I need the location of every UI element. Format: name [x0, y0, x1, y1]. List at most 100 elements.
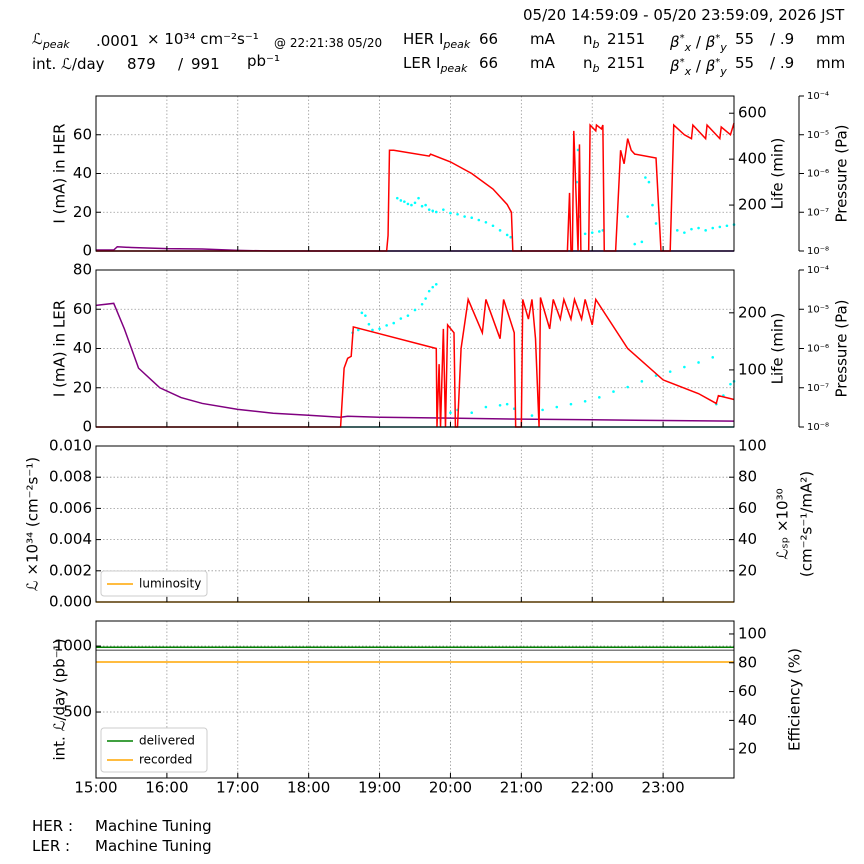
current: 66 [479, 30, 498, 48]
int-lum-value: 879 [127, 55, 156, 73]
bunch-count: 2151 [607, 54, 645, 72]
beta: β [705, 57, 716, 75]
data-point [406, 314, 410, 317]
superscript: * [715, 57, 721, 68]
y2-axis-label: Life (min) [769, 138, 787, 210]
data-point [356, 328, 360, 332]
y-tick-label: 0.006 [49, 499, 92, 517]
nb-label: n [583, 54, 593, 72]
data-point [612, 390, 615, 393]
x-tick-label: 21:00 [500, 779, 543, 797]
data-point [378, 327, 381, 331]
data-point [385, 324, 388, 327]
data-point [367, 322, 371, 326]
data-point [541, 408, 544, 412]
legend-label: recorded [139, 753, 192, 767]
y3-tick-label: 10⁻⁴ [807, 91, 829, 102]
y-tick-label: 20 [73, 203, 92, 221]
ring-current-label: HER Ipeak [403, 30, 470, 54]
data-point [683, 231, 686, 234]
status-state: Machine Tuning [95, 817, 212, 835]
y-axis-label: I (mA) in LER [51, 300, 69, 397]
legend-label: luminosity [139, 577, 201, 591]
data-point [449, 411, 452, 415]
data-point [413, 308, 417, 312]
y2-tick-label: 600 [738, 104, 767, 122]
superscript: * [679, 57, 685, 68]
subscript: x [684, 41, 692, 54]
y3-tick-label: 10⁻⁵ [807, 304, 829, 315]
beta-unit: mm [816, 54, 845, 72]
beta-y: / .9 [770, 54, 794, 72]
superscript: * [715, 33, 721, 44]
y-tick-label: 40 [73, 164, 92, 182]
y2-tick-label: 100 [738, 624, 767, 642]
data-point [399, 317, 403, 320]
symbol: ℒ [32, 30, 43, 48]
data-point [399, 199, 403, 202]
data-point [505, 233, 509, 237]
data-point [406, 202, 410, 206]
x-tick-label: 19:00 [358, 779, 401, 797]
legend-box [100, 727, 208, 773]
lum-unit: × 10³⁴ cm⁻²s⁻¹ [147, 30, 259, 48]
y2-axis-label: (cm⁻²s⁻¹/mA²) [798, 471, 816, 577]
y3-tick-label: 10⁻⁸ [807, 422, 829, 433]
data-point [704, 229, 707, 232]
data-point [569, 402, 573, 406]
current: 66 [479, 54, 498, 72]
beta-value: 55 [735, 54, 755, 72]
separator: / [695, 57, 701, 75]
y3-tick-label: 10⁻⁴ [807, 265, 829, 276]
data-point [424, 297, 427, 300]
superscript: * [679, 33, 685, 44]
y3-tick-label: 10⁻⁷ [807, 207, 829, 218]
data-point [697, 361, 700, 364]
y2-tick-label: 200 [738, 196, 767, 214]
beta-label: β*x / β*y [670, 54, 727, 81]
data-point [420, 302, 424, 306]
y-tick-label: 0.008 [49, 468, 92, 486]
y2-tick-label: 400 [738, 150, 767, 168]
subscript: x [684, 65, 692, 78]
data-point [470, 216, 474, 220]
data-point [633, 242, 637, 246]
data-point [697, 226, 700, 230]
separator: / [695, 33, 701, 51]
y-tick-label: 0.004 [49, 530, 92, 548]
data-point [434, 210, 438, 214]
current-unit: mA [530, 54, 555, 72]
data-point [505, 402, 509, 406]
y-axis-label: int. ℒ/day (pb⁻¹) [51, 639, 69, 761]
x-tick-label: 17:00 [216, 779, 259, 797]
data-point [442, 208, 445, 211]
data-point [647, 180, 651, 184]
legend-label: delivered [139, 734, 195, 748]
ring-current-label: LER Ipeak [403, 54, 467, 78]
unit: mm [816, 30, 846, 48]
unit: mm [816, 54, 846, 72]
data-point [583, 232, 587, 236]
lum-peak-label: ℒpeak [32, 30, 70, 54]
beta: β [670, 33, 680, 51]
status-ring: HER : [32, 817, 74, 835]
data-point [484, 220, 488, 224]
y-tick-label: 1000 [54, 637, 92, 655]
ring-label: LER I [403, 54, 441, 72]
y-tick-label: 20 [73, 378, 92, 396]
data-point [598, 230, 601, 233]
int-lum-unit: pb⁻¹ [247, 52, 280, 70]
data-point [644, 176, 647, 179]
data-point [598, 396, 601, 399]
data-point [371, 328, 374, 332]
data-point [711, 226, 715, 230]
data-point [654, 222, 658, 225]
x-tick-label: 20:00 [429, 779, 472, 797]
y-tick-label: 0 [82, 418, 92, 436]
data-point [392, 321, 396, 325]
y-tick-label: 0.002 [49, 561, 92, 579]
y-axis-label: I (mA) in HER [51, 123, 69, 223]
beta-value: / .9 [770, 30, 795, 48]
data-point [711, 356, 715, 359]
